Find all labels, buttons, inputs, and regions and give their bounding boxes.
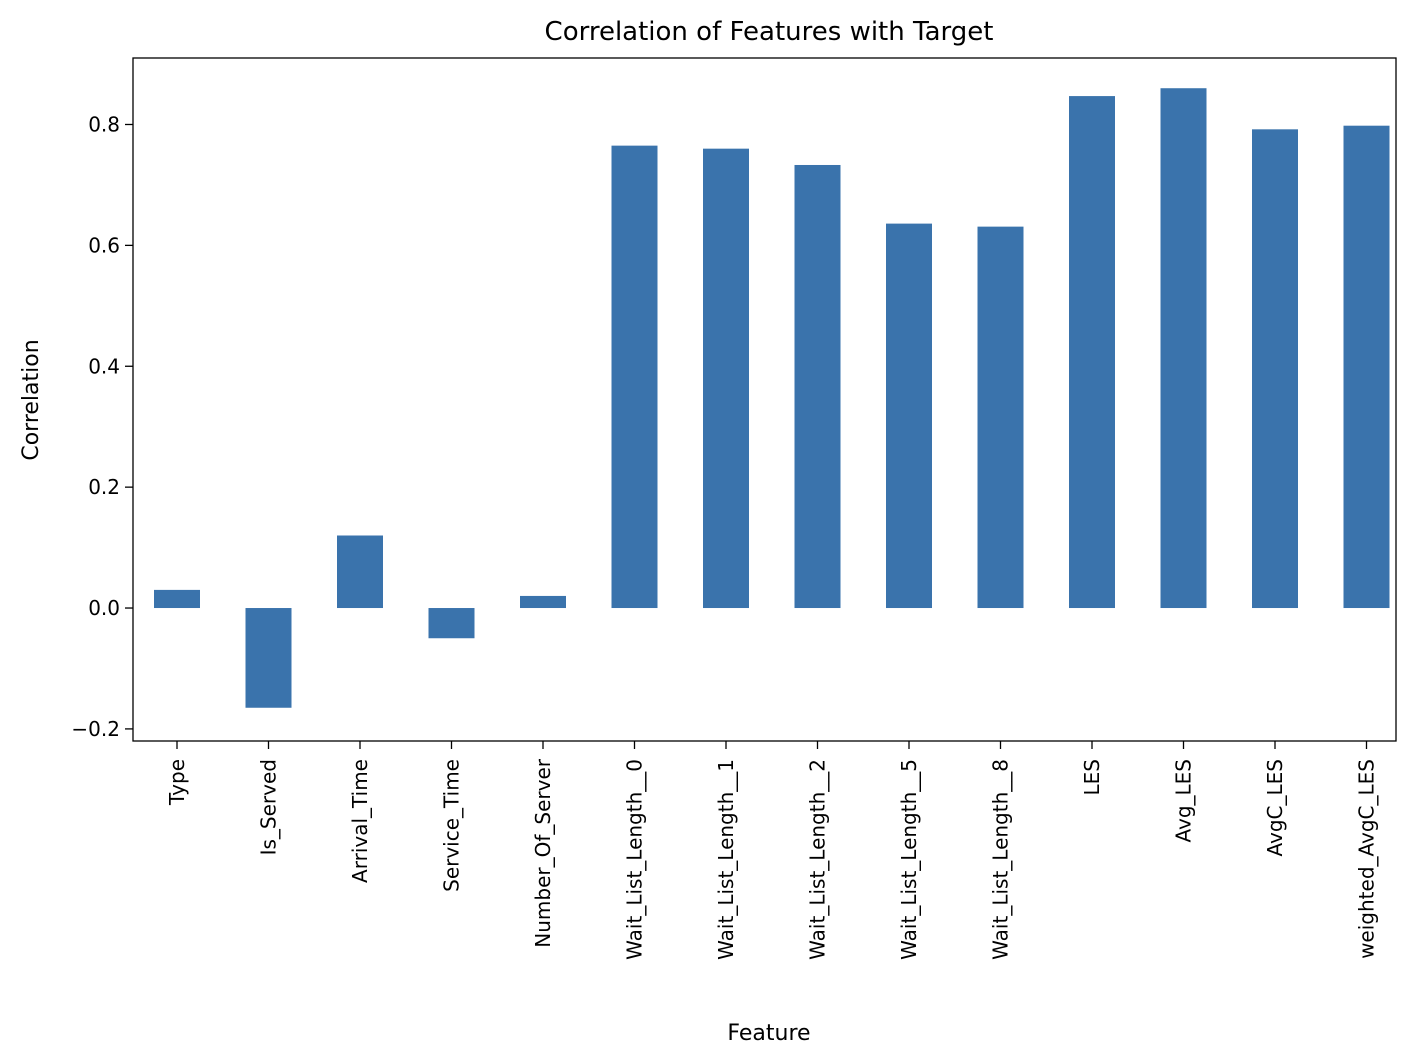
plot-area-frame: [132, 57, 1397, 742]
bar-avg-les: [1160, 88, 1207, 609]
x-tick-label: Wait_List_Length__8: [989, 759, 1013, 960]
y-axis-label: Correlation: [19, 339, 44, 460]
x-tick-label: LES: [1080, 759, 1104, 795]
bar-weighted-avgc-les: [1343, 125, 1390, 609]
bar-wait-list-length-5: [886, 223, 932, 609]
x-tick-label: Arrival_Time: [348, 759, 372, 883]
y-tick-label: 0.0: [88, 596, 120, 620]
x-tick-label: Wait_List_Length__1: [714, 759, 738, 960]
bar-avgc-les: [1252, 129, 1298, 609]
bars-layer: [154, 88, 1390, 708]
x-tick-label: Avg_LES: [1172, 759, 1196, 843]
x-tick-label: Wait_List_Length__2: [806, 759, 830, 960]
y-tick-label: 0.6: [88, 233, 120, 257]
x-axis-label: Feature: [727, 1021, 810, 1046]
x-tick-label: AvgC_LES: [1263, 759, 1287, 856]
bar-is-served: [245, 608, 292, 708]
x-tick-label: Wait_List_Length__0: [623, 759, 647, 960]
x-tick-label: Is_Served: [257, 759, 281, 855]
y-tick-label: −0.2: [71, 717, 120, 741]
chart-title: Correlation of Features with Target: [545, 17, 994, 47]
x-tick-label: Number_Of_Server: [531, 758, 555, 947]
y-tick-label: 0.8: [88, 112, 120, 136]
bar-arrival-time: [337, 535, 383, 609]
x-tick-label: weighted_AvgC_LES: [1355, 759, 1379, 959]
bar-wait-list-length-8: [977, 226, 1024, 609]
x-tick-label: Type: [165, 759, 189, 806]
x-axis-ticks: Type Is_Served Arrival_Time Service_Time Num…: [165, 741, 1379, 960]
x-tick-label: Wait_List_Length__5: [897, 759, 921, 960]
bar-wait-list-length-0: [611, 145, 658, 609]
bar-service-time: [428, 608, 475, 639]
x-tick-label: Service_Time: [440, 759, 464, 892]
bar-wait-list-length-1: [703, 148, 749, 609]
bar-type: [154, 589, 200, 609]
bar-number-of-server: [520, 595, 566, 609]
bar-wait-list-length-2: [794, 164, 841, 609]
y-tick-label: 0.4: [88, 354, 120, 378]
y-tick-label: 0.2: [88, 475, 120, 499]
y-axis-ticks: −0.2 0.0 0.2 0.4 0.6 0.8: [71, 112, 133, 741]
bar-les: [1069, 96, 1115, 609]
